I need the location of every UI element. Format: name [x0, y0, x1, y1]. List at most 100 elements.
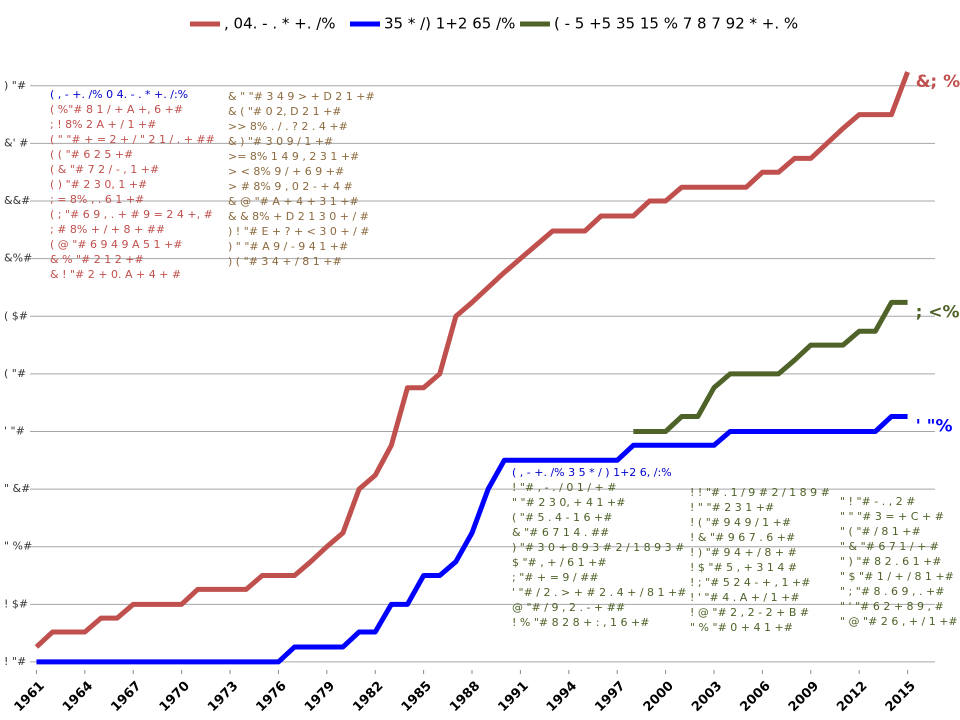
- x-tick-label: 1964: [60, 679, 96, 715]
- annotation-line: " ' "# 6 2 + 8 9 , #: [840, 600, 944, 613]
- x-tick-label: 2003: [689, 679, 725, 715]
- annotation-line: & & 8% + D 2 1 3 0 + / #: [228, 210, 369, 223]
- annotation-line: ! $ "# 5 , + 3 1 4 #: [690, 561, 797, 574]
- x-tick-label: 1985: [399, 679, 435, 715]
- x-tick-label: 1994: [544, 679, 580, 715]
- x-tick-label: 2009: [786, 679, 822, 715]
- annotation-title: & " "# 3 4 9 > + D 2 1 +#: [228, 90, 375, 103]
- annotation-line: ; # 8% + / + 8 + ##: [50, 223, 165, 236]
- annotation-line: >> 8% . / . ? 2 . 4 +#: [228, 120, 348, 133]
- annotation-line: > < 8% 9 / + 6 9 +#: [228, 165, 344, 178]
- y-tick-label: ! $#: [4, 597, 28, 610]
- annotation-line: & "# 6 7 1 4 . ##: [512, 526, 609, 539]
- annotation-line: " @ "# 2 6 , + / 1 +#: [840, 615, 958, 628]
- annotation-line: ! @ "# 2 , 2 - 2 + B #: [690, 606, 809, 619]
- y-tick-label: &' #: [4, 136, 28, 149]
- x-tick-label: 1991: [496, 679, 532, 715]
- annotation-line: ( " "# + = 2 + / " 2 1 / . + ##: [50, 133, 215, 146]
- annotation: ( , - +. /% 0 4. - . * +. /:% ( %"# 8 1 /…: [50, 88, 215, 281]
- annotation-line: $ "# , + / 6 1 +#: [512, 556, 607, 569]
- x-tick-label: 1961: [12, 679, 48, 715]
- annotation-title: " ! "# - . , 2 #: [840, 495, 915, 508]
- series-line: [36, 414, 908, 665]
- annotation-line: " ( "# / 8 1 +#: [840, 525, 921, 538]
- x-tick-label: 2015: [883, 679, 919, 715]
- annotation-line: ( ) "# 2 3 0, 1 +#: [50, 178, 147, 191]
- annotation-line: & ( "# 0 2, D 2 1 +#: [228, 105, 342, 118]
- series-end-label: ; <%: [916, 302, 960, 322]
- annotation-line: ) "# 3 0 + 8 9 3 # 2 / 1 8 9 3 #: [512, 541, 684, 554]
- annotation-line: " % "# 0 + 4 1 +#: [690, 621, 793, 634]
- annotation-line: ! & "# 9 6 7 . 6 +#: [690, 531, 795, 544]
- annotation: ! ! "# . 1 / 9 # 2 / 1 8 9 # ! " "# 2 3 1…: [690, 486, 830, 634]
- annotation-title: ! ! "# . 1 / 9 # 2 / 1 8 9 #: [690, 486, 830, 499]
- annotation-line: ) " "# A 9 / - 9 4 1 +#: [228, 240, 348, 253]
- annotation: ( , - +. /% 3 5 * / ) 1+2 6, /:% ! "# , -…: [512, 466, 686, 629]
- annotation-line: & % "# 2 1 2 +#: [50, 253, 144, 266]
- annotation-line: " " "# 3 = + C + #: [840, 510, 944, 523]
- annotation-line: & @ "# A + 4 + 3 1 +#: [228, 195, 359, 208]
- annotation: & " "# 3 4 9 > + D 2 1 +# & ( "# 0 2, D 2…: [228, 90, 375, 268]
- annotation-line: ! ) "# 9 4 + / 8 + #: [690, 546, 797, 559]
- series-line: [34, 71, 910, 649]
- x-tick-label: 1979: [302, 679, 338, 715]
- annotation-line: ! ( "# 9 4 9 / 1 +#: [690, 516, 791, 529]
- legend-label: , 04. - . * +. /%: [224, 15, 336, 33]
- y-tick-label: &&#: [4, 194, 30, 207]
- y-tick-label: ' "#: [4, 424, 25, 437]
- legend-label: ( - 5 +5 35 15 % 7 8 7 92 * +. %: [554, 15, 798, 33]
- annotation-line: ; ! 8% 2 A + / 1 +#: [50, 118, 156, 131]
- annotation-line: ! " "# 2 3 1 +#: [690, 501, 774, 514]
- annotation-line: ( "# 5 . 4 - 1 6 +#: [512, 511, 612, 524]
- y-tick-label: " %#: [4, 540, 32, 553]
- y-tick-label: &%#: [4, 252, 32, 265]
- annotation-line: ! ' "# 4 . A + / 1 +#: [690, 591, 800, 604]
- annotation-title: ( , - +. /% 0 4. - . * +. /:%: [50, 88, 188, 101]
- annotation-line: ( %"# 8 1 / + A +, 6 +#: [50, 103, 183, 116]
- annotation-line: " & "# 6 7 1 / + #: [840, 540, 939, 553]
- annotation-line: " ) "# 8 2 . 6 1 +#: [840, 555, 942, 568]
- annotation-line: & ! "# 2 + 0. A + 4 + #: [50, 268, 181, 281]
- annotation-line: ( ; "# 6 9 , . + # 9 = 2 4 +, #: [50, 208, 213, 221]
- x-tick-label: 1997: [592, 679, 628, 715]
- x-tick-label: 2006: [737, 679, 773, 715]
- annotation-title: ( , - +. /% 3 5 * / ) 1+2 6, /:%: [512, 466, 672, 479]
- annotation-line: ' "# / 2 . > + # 2 . 4 + / 8 1 +#: [512, 586, 686, 599]
- x-tick-label: 1970: [157, 679, 193, 715]
- legend-label: 35 * /) 1+2 65 /%: [384, 15, 515, 33]
- annotation-line: ; = 8% , . 6 1 +#: [50, 193, 144, 206]
- annotation-line: > # 8% 9 , 0 2 - + 4 #: [228, 180, 353, 193]
- series-end-label: ' "%: [916, 417, 953, 437]
- x-tick-label: 1976: [254, 679, 290, 715]
- annotation-line: ( @ "# 6 9 4 9 A 5 1 +#: [50, 238, 182, 251]
- y-tick-label: ! "#: [4, 655, 26, 668]
- annotation-line: " "# 2 3 0, + 4 1 +#: [512, 496, 625, 509]
- y-tick-label: ( "#: [4, 367, 26, 380]
- annotation-line: ) ! "# E + ? + < 3 0 + / #: [228, 225, 370, 238]
- x-tick-label: 2000: [641, 679, 677, 715]
- annotation: " ! "# - . , 2 # " " "# 3 = + C + # " ( "#…: [840, 495, 958, 628]
- x-tick-label: 1982: [350, 679, 386, 715]
- x-tick-label: 1988: [447, 679, 483, 715]
- x-tick-label: 2012: [834, 679, 870, 715]
- annotation-line: ! ; "# 5 2 4 - + , 1 +#: [690, 576, 810, 589]
- annotation-line: ( ( "# 6 2 5 +#: [50, 148, 133, 161]
- y-tick-label: " &#: [4, 482, 30, 495]
- annotation-line: ; "# + = 9 / ##: [512, 571, 599, 584]
- annotation-line: ) ( "# 3 4 + / 8 1 +#: [228, 255, 342, 268]
- x-tick-label: 1967: [108, 679, 144, 715]
- annotation-line: ! % "# 8 2 8 + : , 1 6 +#: [512, 616, 649, 629]
- annotation-line: " ; "# 8 . 6 9 , . +#: [840, 585, 944, 598]
- x-tick-label: 1973: [205, 679, 241, 715]
- series-line: [633, 299, 908, 434]
- annotation-line: & ) "# 3 0 9 / 1 +#: [228, 135, 333, 148]
- y-tick-label: ( $#: [4, 309, 28, 322]
- annotation-line: " $ "# 1 / + / 8 1 +#: [840, 570, 954, 583]
- series-end-label: &; %: [916, 72, 960, 92]
- annotation-line: @ "# / 9 , 2 . - + ##: [512, 601, 625, 614]
- annotation-line: ( & "# 7 2 / - , 1 +#: [50, 163, 159, 176]
- y-tick-label: ) "#: [4, 79, 26, 92]
- annotation-line: >= 8% 1 4 9 , 2 3 1 +#: [228, 150, 359, 163]
- annotation-line: ! "# , - . / 0 1 / + #: [512, 481, 616, 494]
